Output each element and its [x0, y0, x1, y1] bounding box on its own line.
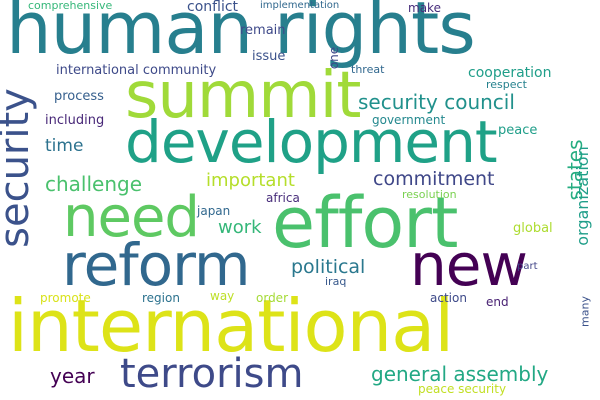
word: implementation: [260, 0, 340, 11]
word: part: [517, 261, 538, 272]
word: international: [8, 284, 454, 368]
word: japan: [197, 204, 231, 218]
word: threat: [351, 63, 385, 76]
word: including: [45, 113, 105, 128]
word: general assembly: [371, 362, 549, 386]
word: africa: [266, 191, 300, 205]
word: summit: [125, 59, 361, 133]
word: human rights: [6, 0, 476, 70]
word: comprehensive: [28, 0, 113, 12]
word: effort: [272, 182, 458, 264]
word: security: [0, 88, 38, 248]
word: commitment: [373, 168, 495, 190]
word: order: [256, 291, 288, 305]
word: global: [513, 221, 553, 236]
word: political: [291, 256, 366, 278]
word: development: [125, 108, 498, 176]
word: government: [372, 113, 446, 127]
word: respect: [486, 78, 527, 91]
word: work: [218, 217, 262, 238]
word: year: [50, 364, 95, 388]
word: peace: [498, 123, 538, 138]
word: resolution: [402, 188, 457, 201]
word: promote: [40, 291, 91, 305]
word: organization: [573, 146, 592, 246]
word: way: [210, 289, 235, 303]
word: end: [486, 295, 509, 309]
word: new: [410, 231, 528, 299]
word: peace security: [418, 382, 507, 396]
word: cooperation: [468, 65, 552, 81]
word: reform: [62, 231, 250, 299]
word: make: [408, 1, 441, 15]
word: international community: [56, 63, 217, 78]
word: terrorism: [120, 351, 304, 397]
word: issue: [252, 49, 286, 64]
word: one: [327, 46, 341, 70]
word: security council: [358, 90, 515, 114]
word: need: [63, 185, 200, 250]
word: many: [578, 296, 592, 327]
word: remain: [240, 23, 286, 38]
word: process: [54, 89, 104, 104]
word: region: [142, 291, 180, 305]
word: time: [45, 136, 84, 156]
word: challenge: [45, 172, 143, 196]
word: important: [206, 170, 295, 191]
word: iraq: [325, 275, 347, 288]
word: conflict: [187, 0, 239, 15]
word: action: [430, 291, 467, 305]
